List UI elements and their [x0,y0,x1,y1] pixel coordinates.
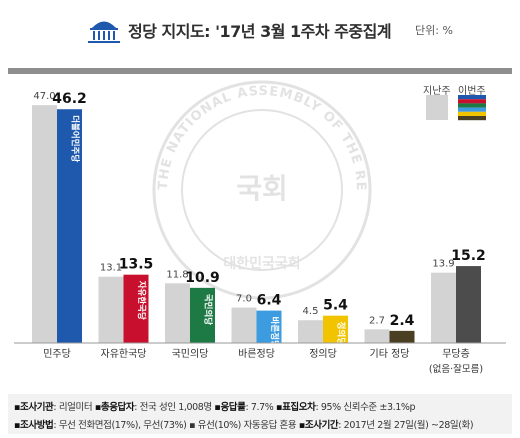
survey-note-line-2: ▪조사방법: 무선 전화면접(17%), 무선(73%) ▪ 유선(10%) 자… [14,417,474,431]
category-note-7: (없음·잘모름) [429,363,483,375]
data-label-current-5: 5.4 [323,298,348,314]
data-label-current-1: 46.2 [52,91,87,107]
legend-swatch-current-stripe-2 [458,99,486,104]
national-assembly-logo-icon [88,21,120,43]
party-logo-mark-1: 더불어민주당 [70,115,81,162]
category-label-2: 자유한국당 [101,348,147,360]
bar-current-6 [389,330,415,343]
bar-previous-3 [165,283,190,343]
chart-title: 정당 지지도: '17년 3월 1주차 주중집계 [128,22,392,41]
survey-note-1-text-2: : 전국 성인 1,008명 [134,402,215,413]
header-divider [8,68,512,74]
legend-previous-week: 지난주 [423,86,451,97]
survey-note-1-text-1: : 리얼미터 [53,402,95,413]
data-label-previous-6: 2.7 [369,315,385,326]
survey-note-1-label-4: ▪표집오차 [276,402,316,413]
party-logo-mark-2: 자유한국당 [136,281,147,320]
legend-swatch-current-stripe-1 [458,95,486,100]
bar-previous-6 [364,329,390,343]
survey-note-line-1: ▪조사기관: 리얼미터 ▪총응답자: 전국 성인 1,008명 ▪응답률: 7.… [14,399,416,413]
data-label-previous-5: 4.5 [303,306,319,317]
bar-current-7 [456,266,481,343]
chart-header: 정당 지지도: '17년 3월 1주차 주중집계 단위: % [0,0,520,64]
data-label-previous-7: 13.9 [432,259,454,270]
data-label-current-7: 15.2 [451,248,486,264]
survey-note-1-text-4: : 95% 신뢰수준 ±3.1%p [315,402,416,413]
bar-chart: THE NATIONAL ASSEMBLY OF THE REPUBLIC OF… [0,0,506,375]
data-label-current-3: 10.9 [185,270,220,286]
survey-note-2-label-2: ▪조사기간 [298,420,339,431]
bar-current-4 [256,310,282,343]
unit-label: 단위: % [415,24,453,37]
data-label-previous-4: 7.0 [236,294,252,305]
bar-previous-7 [431,272,456,343]
legend-swatch-current-stripe-5 [458,111,486,116]
bar-current-3 [190,287,215,343]
survey-note-2-label-1: ▪조사방법 [14,420,54,431]
data-label-previous-1: 47.0 [33,91,55,102]
party-logo-mark-5: 정의당 [336,322,347,346]
legend-swatch-previous [426,95,448,120]
watermark-bottom-text: 대한민국국회 [223,255,300,272]
category-label-7: 무당층 [442,348,470,360]
legend-swatch-current-stripe-4 [458,107,486,112]
party-logo-mark-4: 바른정당 [269,317,280,348]
legend-swatch-current-stripe-6 [458,116,486,121]
category-label-6: 기타 정당 [370,348,410,360]
bar-previous-4 [231,307,257,343]
data-label-previous-3: 11.8 [166,269,188,280]
party-logo-mark-3: 국민의당 [203,294,214,325]
survey-note-2-text-1: : 무선 전화면접(17%), 무선(73%) ▪ 유선(10%) 자동응답 혼… [53,420,299,431]
data-label-previous-2: 13.1 [100,263,122,274]
survey-note-1-text-3: : 7.7% [245,402,277,413]
data-label-current-4: 6.4 [257,293,282,309]
bar-previous-5 [298,320,323,343]
bar-current-2 [123,274,149,343]
survey-note-2-text-2: : 2017년 2월 27일(월) ~28일(화) [338,420,474,431]
data-label-current-6: 2.4 [390,313,415,329]
watermark-center-text: 국회 [236,172,288,205]
bar-previous-2 [98,276,124,343]
data-label-current-2: 13.5 [119,257,154,273]
legend-current-week: 이번주 [458,86,486,97]
legend-swatch-current-stripe-3 [458,103,486,108]
survey-notes: ▪조사기관: 리얼미터 ▪총응답자: 전국 성인 1,008명 ▪응답률: 7.… [8,394,512,434]
category-label-3: 국민의당 [172,348,209,360]
bar-current-5 [323,315,348,343]
category-label-1: 민주당 [43,348,71,360]
legend-swatches [426,95,486,121]
survey-note-1-label-1: ▪조사기관 [14,402,54,413]
survey-note-1-label-2: ▪총응답자 [94,402,135,413]
category-label-4: 바른정당 [238,348,275,360]
survey-note-1-label-3: ▪응답률 [214,402,246,413]
bar-previous-1 [32,105,57,344]
bar-current-1 [57,109,82,343]
category-label-5: 정의당 [309,348,337,360]
